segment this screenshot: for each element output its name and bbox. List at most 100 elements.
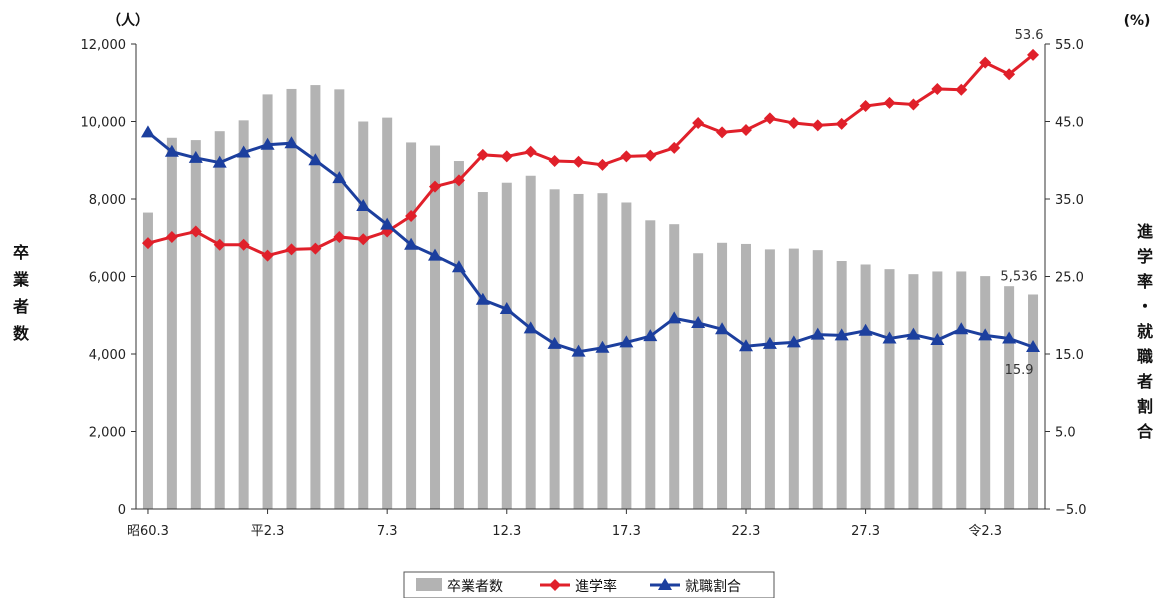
employment-ratio-point-12 (428, 248, 443, 261)
bar-34 (956, 271, 967, 509)
bar-23 (693, 253, 704, 509)
advancement-rate-point-20 (620, 150, 633, 163)
employment-ratio-point-8 (332, 171, 347, 184)
advancement-rate-point-36 (1003, 68, 1016, 81)
right-tick-label-6: 55.0 (1055, 38, 1084, 53)
employment-ratio-point-20 (619, 335, 634, 348)
employment-ratio-point-6 (284, 136, 299, 149)
employment-ratio-point-15 (499, 302, 514, 315)
employment-ratio-point-27 (786, 335, 801, 348)
bar-27 (788, 248, 799, 509)
right-axis-title: 進学率・就職者割合 (1136, 222, 1154, 441)
legend-marker-employment (658, 578, 672, 590)
advancement-rate-point-33 (931, 82, 944, 95)
bar-13 (453, 161, 464, 509)
advancement-rate-point-24 (716, 126, 729, 139)
advancement-rate-point-22 (668, 141, 681, 154)
x-tick-label-7: 令2.3 (968, 524, 1002, 539)
annotation-employment-last: 15.9 (1005, 363, 1034, 378)
bar-28 (812, 250, 823, 509)
employment-ratio-point-33 (930, 333, 945, 346)
employment-ratio-point-19 (595, 340, 610, 353)
bar-37 (1028, 294, 1039, 509)
employment-ratio-point-2 (188, 150, 203, 163)
employment-ratio-point-31 (882, 331, 897, 344)
right-tick-label-3: 25.0 (1055, 271, 1084, 286)
x-tick-label-5: 22.3 (732, 524, 761, 539)
axes: 0 2,000 4,000 6,000 8,000 10,000 12,000 −5.0 5.0… (81, 38, 1087, 539)
advancement-rate-point-16 (524, 145, 537, 158)
bar-25 (740, 243, 751, 509)
left-axis-title: 卒業者数 (12, 243, 30, 343)
employment-ratio-point-35 (978, 328, 993, 341)
advancement-rate-point-35 (979, 56, 992, 69)
x-tick-label-0: 昭60.3 (127, 524, 169, 539)
advancement-rate-point-32 (907, 98, 920, 111)
advancement-rate-line (147, 53, 1034, 258)
advancement-rate-point-30 (859, 100, 872, 112)
bar-0 (142, 212, 153, 509)
advancement-rate-point-13 (452, 174, 465, 187)
left-tick-label-3: 6,000 (89, 271, 126, 286)
advancement-rate-point-5 (261, 249, 274, 262)
left-tick-label-4: 8,000 (89, 193, 126, 208)
employment-ratio-point-17 (547, 336, 562, 349)
employment-ratio-point-28 (810, 327, 825, 340)
employment-ratio-point-29 (834, 328, 849, 341)
advancement-rate-point-14 (476, 148, 489, 161)
employment-ratio-point-3 (212, 155, 227, 168)
bar-16 (525, 175, 536, 509)
bar-31 (884, 269, 895, 509)
bar-33 (932, 271, 943, 509)
bar-24 (717, 242, 728, 510)
employment-ratio-point-4 (236, 145, 251, 158)
advancement-rate-point-29 (835, 117, 848, 130)
x-tick-label-3: 12.3 (492, 524, 521, 539)
bar-10 (382, 117, 393, 510)
x-tick-label-1: 平2.3 (251, 524, 285, 539)
employment-ratio-point-24 (715, 322, 730, 335)
advancement-rate-point-9 (357, 233, 370, 246)
employment-ratio-point-5 (260, 137, 275, 150)
employment-ratio-point-36 (1002, 331, 1017, 344)
advancement-rate-point-7 (309, 242, 322, 255)
employment-ratio-line (147, 131, 1034, 354)
advancement-rate-point-28 (811, 119, 824, 132)
advancement-rate-point-12 (429, 180, 442, 193)
advancement-rate-point-31 (883, 96, 896, 109)
advancement-rate-point-8 (333, 230, 346, 243)
x-tick-label-2: 7.3 (377, 524, 398, 539)
advancement-rate-point-19 (596, 158, 609, 171)
employment-ratio-point-30 (858, 323, 873, 336)
employment-ratio-point-0 (140, 125, 155, 138)
left-tick-label-0: 0 (118, 503, 126, 518)
legend-marker-advancement (549, 579, 561, 591)
legend-box (403, 571, 775, 598)
employment-ratio-point-32 (906, 327, 921, 340)
bar-1 (166, 137, 177, 509)
bar-14 (477, 192, 488, 509)
right-tick-label-5: 45.0 (1055, 116, 1084, 131)
employment-ratio-point-16 (523, 321, 538, 334)
advancement-rate-point-26 (763, 112, 776, 125)
bar-26 (764, 249, 775, 510)
bar-22 (669, 224, 680, 509)
left-tick-label-6: 12,000 (81, 38, 127, 53)
right-tick-label-2: 15.0 (1055, 348, 1084, 363)
employment-ratio-point-13 (451, 260, 466, 273)
bar-2 (190, 140, 201, 509)
employment-ratio-point-10 (380, 217, 395, 230)
right-unit-label: (%) (1124, 13, 1151, 29)
employment-ratio-point-25 (738, 339, 753, 352)
advancement-rate-point-6 (285, 243, 298, 256)
bar-7 (310, 85, 321, 509)
advancement-rate-point-4 (237, 238, 250, 251)
advancement-rate-point-21 (644, 149, 657, 162)
advancement-rate-point-2 (189, 225, 202, 238)
advancement-rate-point-23 (692, 117, 705, 130)
annotation-graduates-last: 5,536 (1000, 269, 1037, 284)
bar-12 (430, 145, 441, 509)
bar-4 (238, 120, 249, 509)
bar-17 (549, 189, 560, 509)
